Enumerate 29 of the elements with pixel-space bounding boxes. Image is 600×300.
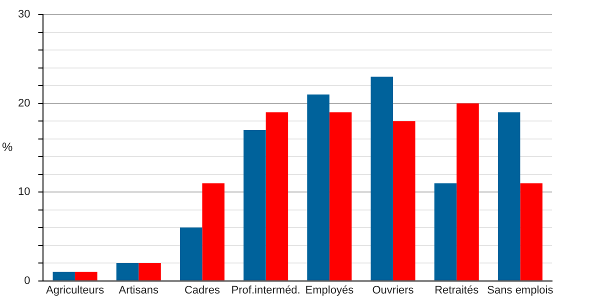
x-tick-label: Agriculteurs (46, 284, 105, 296)
y-tick-label: 0 (24, 274, 30, 287)
bar (180, 228, 202, 280)
bar (202, 183, 224, 280)
y-tick-label: 30 (18, 8, 30, 21)
bar (520, 183, 542, 280)
bar (498, 112, 520, 280)
bar (52, 272, 76, 280)
bar (434, 183, 457, 280)
bar (393, 121, 416, 280)
y-tick-label: 20 (18, 97, 30, 110)
bar (138, 263, 161, 280)
bar (370, 76, 394, 280)
bar (75, 272, 98, 280)
x-tick-label: Cadres (184, 284, 220, 296)
x-tick-label: Prof.interméd. (231, 284, 300, 296)
x-tick-label: Ouvriers (372, 284, 414, 296)
y-axis-title: % (2, 140, 13, 154)
x-tick-label: Employés (305, 284, 354, 296)
bar (244, 130, 266, 280)
bar (329, 112, 352, 280)
bar (116, 263, 139, 280)
y-tick-label: 10 (18, 186, 30, 198)
bar (456, 103, 479, 280)
bar (307, 94, 330, 280)
x-tick-label: Sans emplois (487, 284, 554, 296)
x-tick-label: Artisans (118, 284, 159, 296)
x-tick-label: Retraités (434, 284, 480, 296)
bar (266, 112, 288, 280)
